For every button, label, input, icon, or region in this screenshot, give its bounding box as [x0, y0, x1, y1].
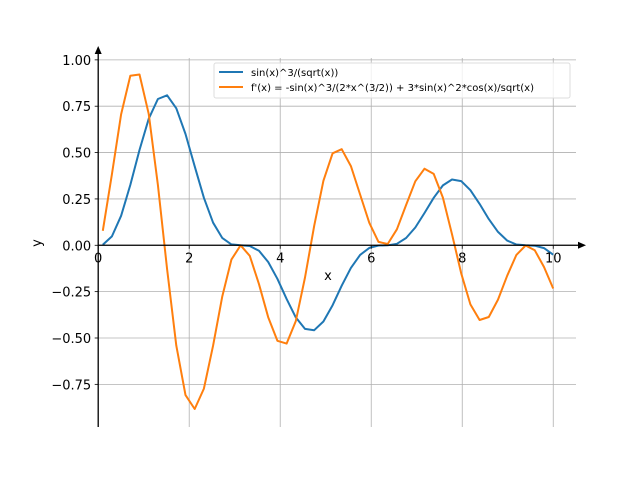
series-line-1: [101, 73, 555, 410]
grid: [97, 58, 576, 427]
y-tick-label: 0.50: [62, 147, 91, 162]
x-axis-label: x: [324, 269, 332, 284]
y-tick-label: −0.25: [51, 286, 91, 301]
legend-frame: [213, 62, 571, 99]
x-tick-label: 0: [94, 251, 102, 266]
x-tick-label: 6: [367, 251, 375, 266]
y-axis-arrow-icon: [94, 46, 102, 54]
series-line-0: [102, 94, 554, 332]
y-tick-label: 0.00: [62, 239, 91, 254]
ticks: 0 2 4 6 8 10 −0.75 −0.50 −0.25 0.00 0.25 0.50 0.75 1.…: [51, 54, 561, 393]
legend-label-0: sin(x)^3/(sqrt(x)): [251, 68, 338, 79]
y-tick-label: 0.75: [62, 100, 91, 115]
x-axis-arrow-icon: [578, 241, 586, 249]
y-tick-label: −0.75: [51, 378, 91, 393]
series-lines: [101, 73, 555, 410]
x-tick-label: 2: [185, 251, 193, 266]
x-tick-label: 4: [276, 251, 284, 266]
y-tick-label: −0.50: [51, 332, 91, 347]
legend: sin(x)^3/(sqrt(x)) f'(x) = -sin(x)^3/(2*…: [213, 62, 571, 99]
axes: [94, 46, 586, 427]
y-tick-label: 1.00: [62, 54, 91, 69]
x-tick-label: 8: [458, 251, 466, 266]
legend-label-1: f'(x) = -sin(x)^3/(2*x^(3/2)) + 3*sin(x)…: [251, 83, 534, 94]
y-tick-label: 0.25: [62, 193, 91, 208]
x-tick-label: 10: [545, 251, 562, 266]
y-axis-label: y: [30, 239, 45, 247]
